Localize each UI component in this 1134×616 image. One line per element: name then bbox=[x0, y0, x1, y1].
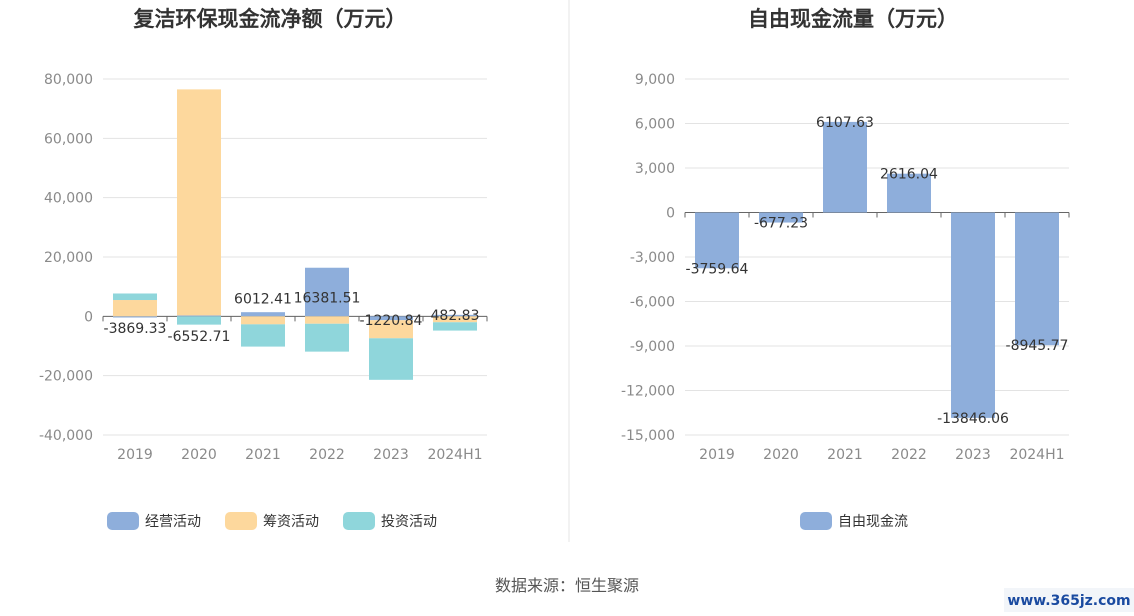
watermark: www.365jz.com bbox=[1007, 593, 1130, 609]
x-tick-label: 2023 bbox=[955, 447, 991, 463]
x-tick-label: 2021 bbox=[827, 447, 863, 463]
bar bbox=[305, 323, 349, 352]
chart-title: 自由现金流量（万元） bbox=[748, 7, 958, 31]
bar bbox=[305, 316, 349, 324]
bar bbox=[1015, 212, 1059, 346]
x-tick-label: 2024H1 bbox=[427, 447, 482, 463]
bar bbox=[241, 316, 285, 325]
x-tick-label: 2021 bbox=[245, 447, 281, 463]
x-tick-label: 2024H1 bbox=[1009, 447, 1064, 463]
x-tick-label: 2022 bbox=[309, 447, 345, 463]
bar bbox=[369, 320, 413, 339]
bar bbox=[433, 322, 477, 331]
data-source-note: 数据来源：恒生聚源 bbox=[495, 576, 639, 595]
legend-label: 筹资活动 bbox=[263, 513, 319, 530]
y-tick-label: 6,000 bbox=[635, 117, 675, 133]
y-tick-label: 80,000 bbox=[44, 72, 93, 88]
x-tick-label: 2020 bbox=[181, 447, 217, 463]
data-label: -13846.06 bbox=[937, 411, 1009, 427]
data-label: -6552.71 bbox=[168, 329, 231, 345]
y-tick-label: 40,000 bbox=[44, 191, 93, 207]
legend-swatch bbox=[225, 512, 257, 530]
bar bbox=[759, 212, 803, 223]
x-tick-label: 2023 bbox=[373, 447, 409, 463]
x-tick-label: 2019 bbox=[117, 447, 153, 463]
y-tick-label: -20,000 bbox=[39, 369, 93, 385]
y-tick-label: -12,000 bbox=[621, 384, 675, 400]
bar bbox=[823, 121, 867, 213]
bar bbox=[369, 316, 413, 321]
bar bbox=[695, 212, 739, 269]
legend-swatch bbox=[107, 512, 139, 530]
legend-label: 投资活动 bbox=[381, 514, 437, 530]
bar bbox=[369, 338, 413, 380]
data-label: -8945.77 bbox=[1006, 338, 1069, 354]
x-tick-label: 2022 bbox=[891, 447, 927, 463]
y-tick-label: 0 bbox=[84, 309, 93, 325]
free-cashflow-chart: 自由现金流量（万元） 9,000 6,000 3,000 0 -3,000 -6,000 -… bbox=[621, 7, 1070, 530]
data-label: -3759.64 bbox=[686, 261, 749, 277]
y-tick-label: -15,000 bbox=[621, 428, 675, 444]
legend-swatch bbox=[343, 512, 375, 530]
data-label: -3869.33 bbox=[104, 321, 167, 337]
legend-label: 自由现金流 bbox=[838, 514, 908, 530]
y-tick-label: 20,000 bbox=[44, 250, 93, 266]
bar bbox=[113, 293, 157, 301]
data-label: 482.83 bbox=[431, 308, 480, 324]
y-tick-label: 0 bbox=[666, 206, 675, 222]
data-label: -1220.84 bbox=[360, 313, 423, 329]
y-tick-label: -3,000 bbox=[630, 250, 675, 266]
bar bbox=[887, 173, 931, 213]
x-tick-label: 2020 bbox=[763, 447, 799, 463]
watermark-background bbox=[1004, 588, 1134, 612]
y-tick-label: -9,000 bbox=[630, 339, 675, 355]
data-label: -677.23 bbox=[754, 216, 808, 232]
bar bbox=[177, 315, 221, 317]
bar bbox=[305, 267, 349, 317]
legend-swatch bbox=[800, 512, 832, 530]
data-label: 6012.41 bbox=[234, 291, 292, 307]
data-label: 16381.51 bbox=[294, 290, 361, 306]
y-tick-label: -40,000 bbox=[39, 428, 93, 444]
y-tick-label: 9,000 bbox=[635, 72, 675, 88]
data-label: 6107.63 bbox=[816, 115, 874, 131]
bar bbox=[241, 312, 285, 317]
legend-label: 经营活动 bbox=[145, 514, 201, 530]
y-tick-label: 3,000 bbox=[635, 161, 675, 177]
bar bbox=[433, 314, 477, 317]
bar bbox=[951, 212, 995, 418]
bar bbox=[177, 316, 221, 325]
cashflow-net-chart: 复洁环保现金流净额（万元） 80,00060,00040,00020,0000-… bbox=[39, 7, 488, 530]
x-tick-label: 2019 bbox=[699, 447, 735, 463]
chart-title: 复洁环保现金流净额（万元） bbox=[133, 7, 407, 31]
bar bbox=[241, 324, 285, 347]
bar bbox=[433, 316, 477, 323]
y-tick-label: 60,000 bbox=[44, 131, 93, 147]
y-tick-label: -6,000 bbox=[630, 295, 675, 311]
bar bbox=[113, 300, 157, 317]
bar bbox=[177, 89, 221, 316]
bar bbox=[113, 316, 157, 318]
data-label: 2616.04 bbox=[880, 167, 938, 183]
